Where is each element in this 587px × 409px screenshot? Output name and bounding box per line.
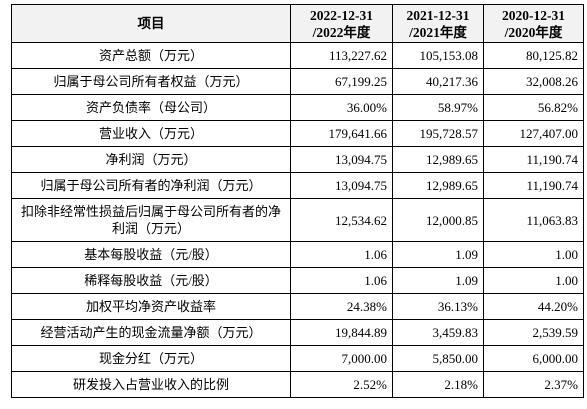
- value-cell: 13,094.75: [290, 172, 393, 199]
- header-cell: 2020-12-31/2020年度: [483, 4, 584, 43]
- data-row: 研发投入占营业收入的比例 2.52% 2.18% 2.37%: [11, 371, 584, 398]
- value-cell: 195,728.57: [392, 120, 484, 147]
- row-label: 资产总额（万元）: [11, 42, 291, 69]
- row-label: 归属于母公司所有者权益（万元）: [11, 68, 291, 95]
- value-cell: 67,199.25: [290, 68, 393, 95]
- value-cell: 19,844.89: [290, 319, 393, 346]
- value-cell: 12,534.62: [290, 198, 393, 242]
- value-cell: 1.09: [392, 267, 484, 294]
- cell-text: 2020-12-31: [502, 7, 565, 23]
- data-row: 现金分红（万元） 7,000.00 5,850.00 6,000.00: [11, 345, 584, 372]
- row-label: 资产负债率（母公司）: [11, 94, 291, 121]
- value-cell: 80,125.82: [483, 42, 584, 69]
- value-cell: 1.00: [483, 267, 584, 294]
- value-cell: 6,000.00: [483, 345, 584, 372]
- data-row: 营业收入（万元） 179,641.66 195,728.57 127,407.00: [11, 120, 584, 147]
- cell-text: /2021年度: [409, 24, 467, 40]
- header-row: 项目 2022-12-31/2022年度 2021-12-31/2021年度 2020…: [11, 4, 584, 43]
- data-row: 资产总额（万元） 113,227.62 105,153.08 80,125.82: [11, 42, 584, 69]
- value-cell: 32,008.26: [483, 68, 584, 95]
- value-cell: 36.13%: [392, 293, 484, 320]
- value-cell: 1.09: [392, 241, 484, 268]
- value-cell: 1.00: [483, 241, 584, 268]
- value-cell: 2.37%: [483, 371, 584, 398]
- value-cell: 24.38%: [290, 293, 393, 320]
- cell-text: /2022年度: [312, 24, 371, 40]
- value-cell: 12,000.85: [392, 198, 484, 242]
- value-cell: 105,153.08: [392, 42, 484, 69]
- row-label: 经营活动产生的现金流量净额（万元）: [11, 319, 291, 346]
- financial-table-container: 项目 2022-12-31/2022年度 2021-12-31/2021年度 2020…: [11, 4, 584, 398]
- row-label: 基本每股收益（元/股）: [11, 241, 291, 268]
- value-cell: 13,094.75: [290, 146, 393, 173]
- data-row: 归属于母公司所有者权益（万元） 67,199.25 40,217.36 32,008.…: [11, 68, 584, 95]
- row-label: 营业收入（万元）: [11, 120, 291, 147]
- data-row: 净利润（万元） 13,094.75 12,989.65 11,190.74: [11, 146, 584, 173]
- value-cell: 1.06: [290, 267, 393, 294]
- value-cell: 127,407.00: [483, 120, 584, 147]
- cell-text: 项目: [137, 16, 165, 31]
- value-cell: 40,217.36: [392, 68, 484, 95]
- financial-table: 项目 2022-12-31/2022年度 2021-12-31/2021年度 2020…: [11, 4, 584, 398]
- data-row: 扣除非经常性损益后归属于母公司所有者的净利润（万元） 12,534.62 12,00…: [11, 198, 584, 242]
- data-row: 稀释每股收益（元/股） 1.06 1.09 1.00: [11, 267, 584, 294]
- data-row: 基本每股收益（元/股） 1.06 1.09 1.00: [11, 241, 584, 268]
- row-label: 加权平均净资产收益率: [11, 293, 291, 320]
- cell-text: 2022-12-31: [310, 7, 373, 23]
- data-row: 加权平均净资产收益率 24.38% 36.13% 44.20%: [11, 293, 584, 320]
- row-label: 稀释每股收益（元/股）: [11, 267, 291, 294]
- value-cell: 58.97%: [392, 94, 484, 121]
- data-row: 归属于母公司所有者的净利润（万元） 13,094.75 12,989.65 11,19…: [11, 172, 584, 199]
- value-cell: 11,190.74: [483, 172, 584, 199]
- value-cell: 36.00%: [290, 94, 393, 121]
- cell-text: /2020年度: [504, 24, 563, 40]
- row-label: 净利润（万元）: [11, 146, 291, 173]
- value-cell: 2.52%: [290, 371, 393, 398]
- value-cell: 1.06: [290, 241, 393, 268]
- value-cell: 2.18%: [392, 371, 484, 398]
- row-label: 扣除非经常性损益后归属于母公司所有者的净利润（万元）: [11, 198, 291, 242]
- row-label: 现金分红（万元）: [11, 345, 291, 372]
- value-cell: 179,641.66: [290, 120, 393, 147]
- value-cell: 2,539.59: [483, 319, 584, 346]
- header-cell: 2021-12-31/2021年度: [392, 4, 484, 43]
- data-row: 经营活动产生的现金流量净额（万元） 19,844.89 3,459.83 2,539.…: [11, 319, 584, 346]
- value-cell: 3,459.83: [392, 319, 484, 346]
- data-row: 资产负债率（母公司） 36.00% 58.97% 56.82%: [11, 94, 584, 121]
- value-cell: 12,989.65: [392, 172, 484, 199]
- row-label: 归属于母公司所有者的净利润（万元）: [11, 172, 291, 199]
- value-cell: 5,850.00: [392, 345, 484, 372]
- value-cell: 11,063.83: [483, 198, 584, 242]
- cell-text: 2021-12-31: [406, 7, 470, 23]
- value-cell: 12,989.65: [392, 146, 484, 173]
- value-cell: 11,190.74: [483, 146, 584, 173]
- value-cell: 7,000.00: [290, 345, 393, 372]
- header-cell: 项目: [11, 4, 291, 43]
- value-cell: 44.20%: [483, 293, 584, 320]
- header-cell: 2022-12-31/2022年度: [290, 4, 393, 43]
- value-cell: 56.82%: [483, 94, 584, 121]
- value-cell: 113,227.62: [290, 42, 393, 69]
- row-label: 研发投入占营业收入的比例: [11, 371, 291, 398]
